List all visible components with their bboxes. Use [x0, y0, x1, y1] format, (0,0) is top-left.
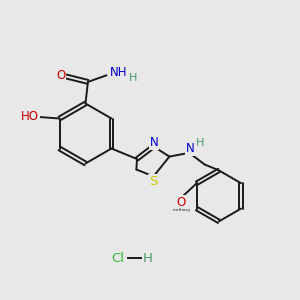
Text: O: O: [176, 196, 185, 209]
Text: O: O: [56, 69, 65, 82]
Text: H: H: [196, 138, 205, 148]
Text: S: S: [149, 175, 158, 188]
Text: H: H: [128, 73, 137, 83]
Text: H: H: [143, 251, 152, 265]
Text: N: N: [186, 142, 195, 155]
Text: methoxy: methoxy: [173, 208, 191, 212]
Text: Cl: Cl: [111, 251, 124, 265]
Text: HO: HO: [21, 110, 39, 124]
Text: NH: NH: [110, 66, 128, 80]
Text: N: N: [150, 136, 158, 149]
